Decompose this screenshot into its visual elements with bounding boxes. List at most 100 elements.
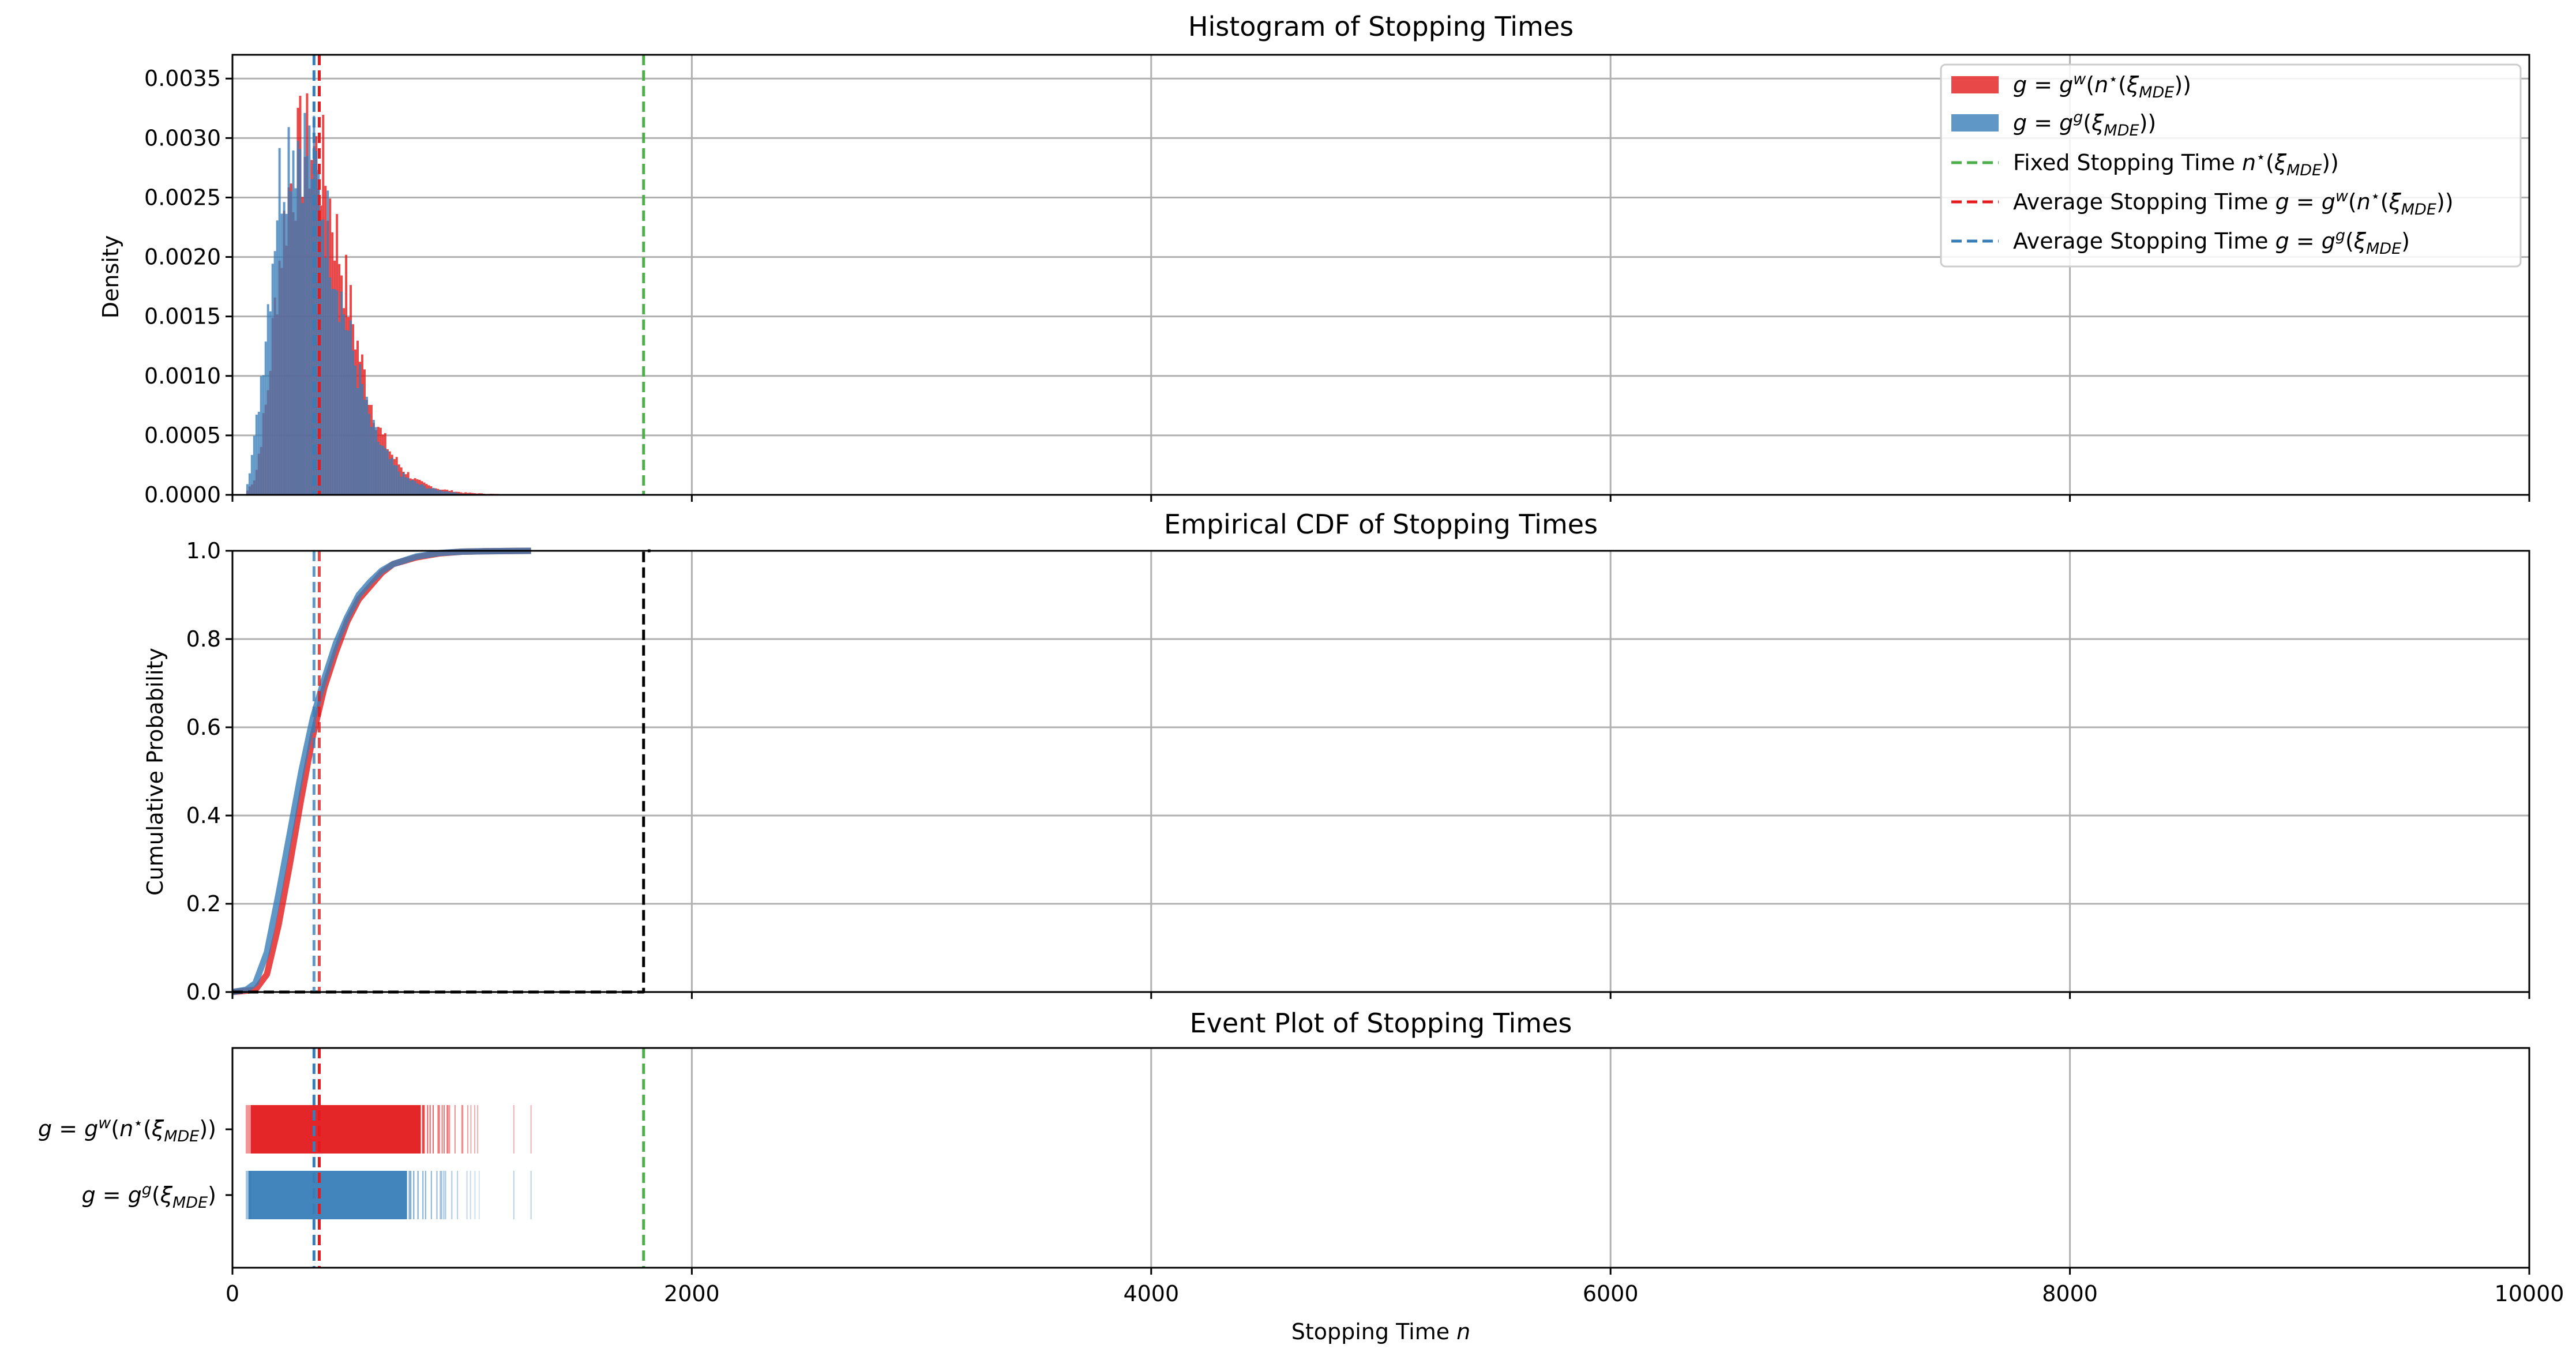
y-tick-label: 0.0005 xyxy=(144,423,221,448)
x-tick-label: 2000 xyxy=(664,1281,720,1306)
histogram-bar xyxy=(336,290,339,495)
histogram-bar xyxy=(457,491,460,495)
histogram-bar xyxy=(446,491,449,495)
histogram-frame xyxy=(231,54,2530,496)
histogram-bar xyxy=(400,476,403,495)
histogram-bar xyxy=(333,289,336,495)
histogram-bar xyxy=(246,484,249,495)
legend-swatch xyxy=(1951,76,1999,93)
histogram-bar xyxy=(338,322,341,495)
x-tick-label: 8000 xyxy=(2042,1281,2098,1306)
histogram-bar xyxy=(308,125,311,495)
y-tick-label: 0.0 xyxy=(186,979,221,1005)
cdf-grid xyxy=(232,551,2529,992)
histogram-bar xyxy=(331,288,334,495)
histogram-bar xyxy=(427,488,430,495)
histogram-bar xyxy=(310,179,313,495)
histogram-y-ticks: 0.0000 0.0005 0.0010 0.0015 0.0020 0.0025 0.00… xyxy=(144,66,232,508)
histogram-bar xyxy=(381,445,384,495)
histogram-bar xyxy=(250,454,253,495)
histogram-bar xyxy=(390,457,393,495)
histogram-bar xyxy=(324,258,327,495)
legend-box xyxy=(1940,63,2522,268)
histogram-bar xyxy=(467,493,470,495)
histogram-bar xyxy=(285,213,288,495)
histogram-bar xyxy=(437,490,440,495)
histogram-bar xyxy=(409,480,412,495)
histogram-bar xyxy=(294,188,297,495)
histogram-bar xyxy=(260,376,262,495)
histogram-bar xyxy=(290,191,292,495)
x-axis-label: Stopping Time n xyxy=(1291,1319,1471,1344)
histogram-bar xyxy=(350,320,352,495)
histogram-bar xyxy=(365,396,368,495)
histogram-title: Histogram of Stopping Times xyxy=(1188,11,1574,42)
cdf-x-tickmarks xyxy=(231,992,2530,999)
histogram-bar xyxy=(420,484,423,495)
cdf-ylabel: Cumulative Probability xyxy=(142,648,168,896)
legend-label: g = gg(ξMDE)) xyxy=(2013,108,2156,140)
x-tick-label: 10000 xyxy=(2495,1281,2564,1306)
cdf-y-ticks: 0.0 0.2 0.4 0.6 0.8 1.0 xyxy=(186,538,232,1005)
histogram-bar xyxy=(430,488,433,495)
histogram-bar xyxy=(354,365,357,495)
histogram-reference-lines xyxy=(312,55,645,495)
histogram-bar xyxy=(423,485,426,495)
histogram-bar xyxy=(296,141,299,495)
cdf-line xyxy=(232,547,531,995)
legend-swatch xyxy=(1951,114,1999,132)
histogram-bar xyxy=(320,220,322,495)
event-row-label-g: g = gg(ξMDE) xyxy=(82,1181,216,1212)
legend-entry-hist-w: g = gw(n⋆(ξMDE)) xyxy=(1951,70,2191,102)
legend-entry-avg-g: Average Stopping Time g = gg(ξMDE) xyxy=(1951,227,2410,258)
histogram-bar xyxy=(292,150,295,495)
histogram-bar xyxy=(280,213,283,495)
event-rows xyxy=(226,1105,532,1219)
x-tick-label: 6000 xyxy=(1583,1281,1639,1306)
histogram-bar xyxy=(361,384,363,495)
histogram-bar xyxy=(352,351,355,495)
histogram-x-tickmarks xyxy=(231,495,2530,502)
histogram-bar xyxy=(329,277,332,495)
histogram-bar xyxy=(322,219,325,495)
event-grid xyxy=(690,1048,2071,1268)
histogram-bar xyxy=(266,304,269,495)
histogram-bar xyxy=(388,459,391,495)
histogram-bar xyxy=(395,465,398,495)
event-title: Event Plot of Stopping Times xyxy=(1190,1008,1572,1039)
cdf-frame xyxy=(231,550,2530,993)
legend-label: Average Stopping Time g = gw(n⋆(ξMDE)) xyxy=(2013,187,2454,219)
event-x-ticks: 0 2000 4000 6000 8000 10000 xyxy=(226,1268,2564,1306)
histogram-bar xyxy=(273,251,276,495)
cdf-title: Empirical CDF of Stopping Times xyxy=(1164,509,1598,540)
histogram-bar xyxy=(345,330,348,495)
y-tick-label: 0.8 xyxy=(186,626,221,652)
legend-label: g = gw(n⋆(ξMDE)) xyxy=(2013,70,2191,102)
histogram-bar xyxy=(402,472,405,495)
y-tick-label: 0.0020 xyxy=(144,245,221,270)
histogram-grid xyxy=(232,55,2529,495)
histogram-bar xyxy=(340,291,343,495)
histogram-bar xyxy=(343,314,346,495)
event-frame xyxy=(231,1047,2530,1269)
histogram-bar xyxy=(444,491,446,495)
event-panel: Event Plot of Stopping Times 0 2000 4000 60… xyxy=(38,1008,2564,1344)
legend-entry-avg-w: Average Stopping Time g = gw(n⋆(ξMDE)) xyxy=(1951,187,2454,219)
y-tick-label: 0.0030 xyxy=(144,125,221,151)
y-tick-label: 0.0000 xyxy=(144,482,221,508)
cdf-panel: Empirical CDF of Stopping Times Cumulati… xyxy=(142,509,2530,1005)
y-tick-label: 0.0035 xyxy=(144,66,221,91)
histogram-bar xyxy=(416,483,419,495)
histogram-bar xyxy=(432,487,435,495)
histogram-bar xyxy=(253,435,256,495)
histogram-bar xyxy=(441,491,444,495)
histogram-bar xyxy=(347,330,350,495)
y-tick-label: 0.0015 xyxy=(144,304,221,329)
histogram-bar xyxy=(306,156,309,495)
histogram-bar xyxy=(271,264,274,495)
y-tick-label: 0.0025 xyxy=(144,185,221,210)
histogram-bar xyxy=(367,414,370,495)
y-tick-label: 0.4 xyxy=(186,803,221,828)
histogram-bar xyxy=(455,493,458,495)
